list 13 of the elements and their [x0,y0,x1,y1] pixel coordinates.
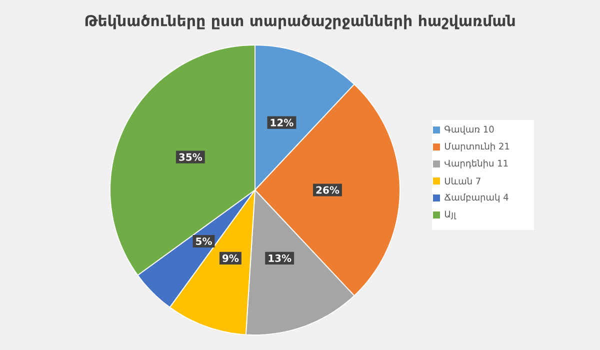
data-label: 26% [316,186,340,194]
legend-label: Գավառ 10 [444,126,494,134]
chart-title: Թեկնածուները ըստ տարածաշրջանների հաշվառման [85,14,515,30]
legend-label: Վարդենիս 11 [444,160,508,168]
legend-label: Ճամբարակ 4 [444,194,508,202]
data-label: 12% [270,118,294,126]
legend-label: Այլ [444,210,456,220]
legend-label: Մարտունի 21 [444,142,510,152]
data-label: 5% [196,237,212,246]
data-label: 13% [268,254,292,262]
legend-label: Սևան 7 [444,178,480,184]
data-label: 35% [179,153,202,161]
data-label: 9% [222,254,239,262]
